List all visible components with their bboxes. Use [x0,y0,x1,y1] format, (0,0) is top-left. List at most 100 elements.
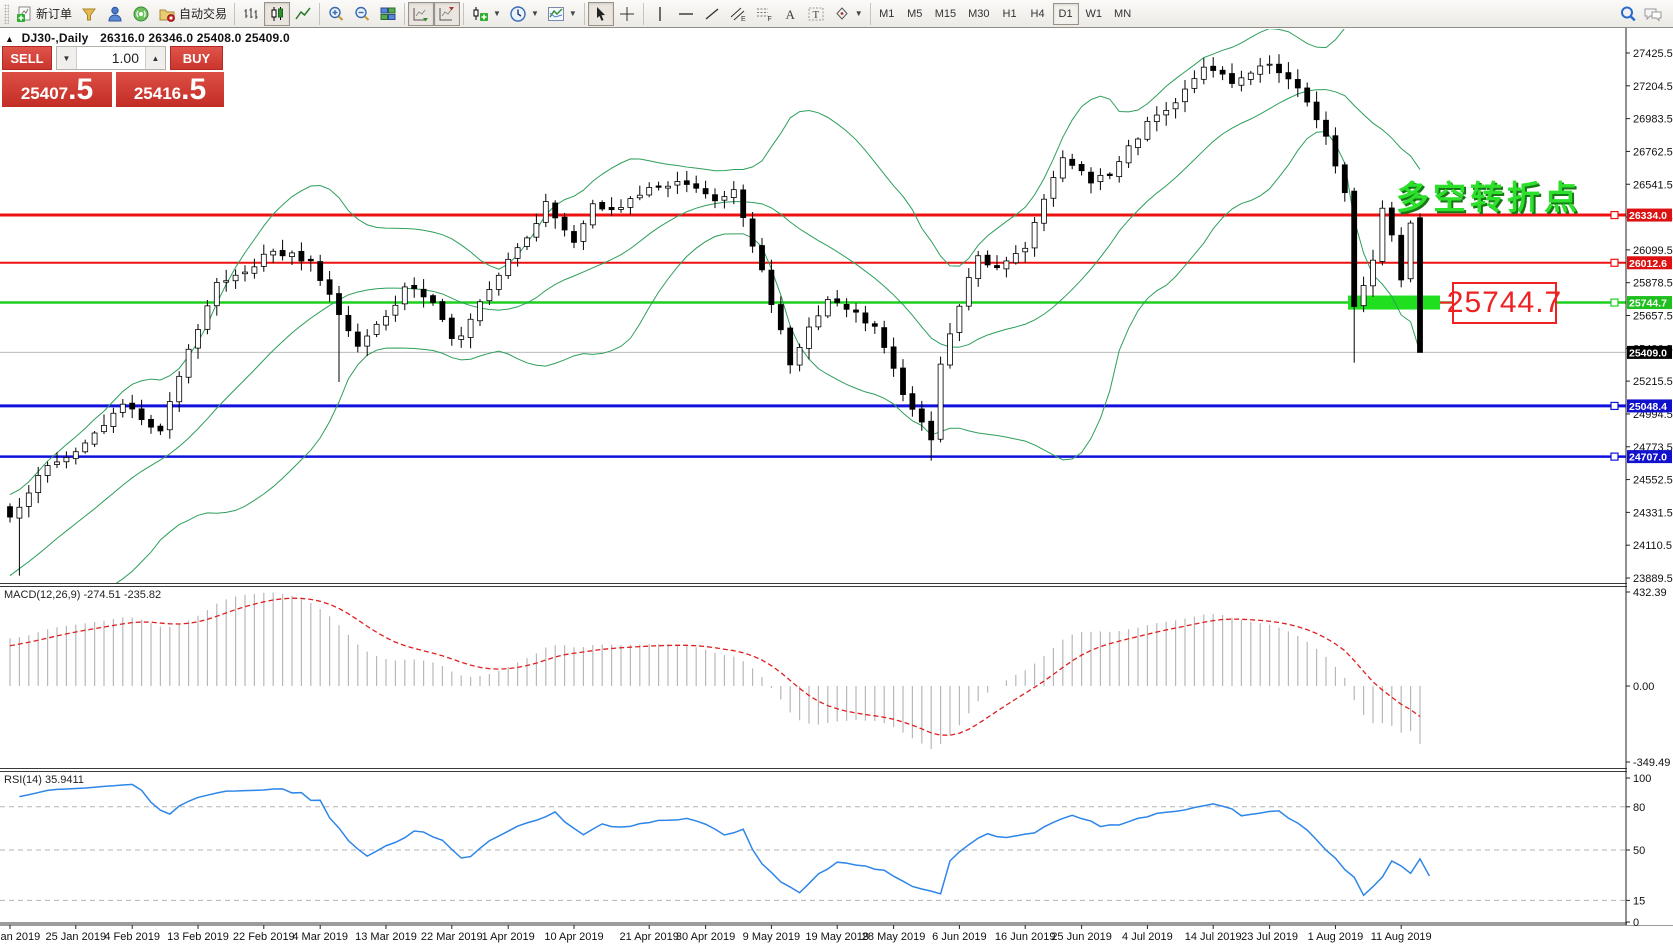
cursor-button[interactable] [587,1,614,26]
rsi-pane[interactable] [0,783,1626,901]
axis-label: 25657.5 [1633,311,1673,323]
dropdown-caret: ▼ [854,9,863,18]
auto-scroll-button[interactable] [408,1,435,26]
timeframe-button-m5[interactable]: M5 [902,3,928,25]
buy-price[interactable]: 25416 .5 [116,72,224,107]
axis-label: 23889.5 [1633,573,1673,585]
toolbar-separator [319,2,321,25]
toolbar-separator [234,2,236,25]
timeframes-menu-button[interactable]: ▼ [505,2,543,26]
chart-shift-button[interactable] [434,1,461,26]
dropdown-caret: ▼ [530,9,539,18]
svg-text:E: E [741,16,746,23]
chat-icon[interactable] [1643,5,1663,23]
timeframe-button-w1[interactable]: W1 [1081,3,1108,25]
zoom-out-icon [355,6,370,21]
horizontal-line-button[interactable] [673,2,699,26]
rsi-label: RSI(14) 35.9411 [4,774,84,786]
axis-label: 26541.5 [1633,179,1673,191]
zoom-in-button[interactable] [323,2,349,26]
level-anchor-marker[interactable] [1610,401,1619,411]
axis-label: 25215.5 [1633,376,1673,388]
axis-label: 26099.5 [1633,245,1673,257]
toolbar-right [1619,5,1671,23]
support-zone-rectangle[interactable] [1348,295,1440,310]
funnel-icon [82,8,97,20]
search-icon[interactable] [1619,5,1637,23]
arrows-menu-button[interactable]: ▼ [829,2,867,26]
timeframe-button-d1[interactable]: D1 [1052,2,1079,25]
vertical-line-button[interactable] [647,2,673,26]
candlesticks[interactable] [7,54,1423,576]
buy-button[interactable]: BUY [170,46,223,70]
timeframe-button-mn[interactable]: MN [1109,3,1136,25]
axis-label: 4 Feb 2019 [104,931,160,943]
indicators-button[interactable]: ▼ [543,2,581,26]
signal-button[interactable] [128,2,154,26]
axis-label: 28 May 2019 [862,931,926,943]
person-icon [108,6,122,21]
tile-windows-button[interactable] [375,2,401,26]
fibonacci-button[interactable]: F [751,2,777,26]
horizontal-line-icon [678,12,693,15]
axis-label: 25 Jun 2019 [1051,931,1112,943]
price-axis[interactable]: 23889.524110.524331.524552.524773.524994… [1625,28,1673,929]
timeframe-button-m30[interactable]: M30 [963,3,994,25]
macd-label: MACD(12,26,9) -274.51 -235.82 [4,589,162,601]
crosshair-button[interactable] [614,2,640,26]
sell-price-integer: 25407 [20,84,69,103]
axis-label: 16 Jun 2019 [995,931,1056,943]
level-anchor-marker[interactable] [1610,452,1619,461]
timeframe-button-h1[interactable]: H1 [997,3,1023,25]
main-price-pane[interactable] [0,0,1626,657]
profile-button[interactable] [102,2,128,26]
new-order-button[interactable]: 新订单 [11,2,76,26]
equidistant-channel-button[interactable]: E [725,2,751,26]
new-chart-button[interactable]: ▼ [467,2,505,26]
text-label-button[interactable]: T [803,2,829,26]
axis-label: 11 Aug 2019 [1371,931,1432,943]
level-anchor-marker[interactable] [1610,210,1619,220]
level-anchor-marker[interactable] [1610,298,1619,307]
buy-price-integer: 25416 [133,84,182,103]
axis-label: 23 Jul 2019 [1241,931,1298,943]
axis-label: 25 Jan 2019 [46,931,107,943]
volume-input[interactable] [76,47,146,69]
funnel-button[interactable] [76,2,102,26]
axis-label: 26762.5 [1633,146,1673,158]
trendline-button[interactable] [699,2,725,26]
line-chart-button[interactable] [290,2,316,26]
text-button[interactable]: A [777,2,803,26]
auto-trading-button[interactable]: 自动交易 [154,2,231,26]
support-price-callout[interactable]: 25744.7 [1447,281,1561,324]
bar-chart-button[interactable] [238,2,264,26]
sell-price[interactable]: 25407 .5 [2,72,112,107]
turning-point-annotation[interactable]: 多空转折点 [1396,179,1581,216]
axis-label: 1 Aug 2019 [1308,931,1364,943]
axis-label: 27204.5 [1633,81,1673,93]
price-tag-26334.0 [1627,208,1672,222]
sell-button[interactable]: SELL [2,46,52,70]
price-tag-24707.0 [1627,450,1672,464]
axis-label: 25048.4 [1629,401,1667,413]
timeframe-button-m1[interactable]: M1 [874,3,900,25]
macd-pane[interactable] [9,592,1421,750]
auto-trading-icon [159,9,175,22]
svg-text:A: A [785,7,795,22]
crosshair-icon [619,6,634,21]
timeframe-button-m15[interactable]: M15 [930,3,961,25]
axis-label: 25744.7 [1629,298,1667,310]
price-tag-25744.7 [1627,296,1672,310]
collapse-panel-icon[interactable]: ▲ [5,34,15,44]
volume-decrease-button[interactable]: ▼ [57,47,76,69]
toolbar-separator [642,2,644,25]
level-anchor-marker[interactable] [1610,258,1619,267]
volume-increase-button[interactable]: ▲ [146,47,165,69]
toolbar-grip[interactable] [4,3,9,24]
timeframe-button-h4[interactable]: H4 [1025,3,1051,25]
axis-label: 26983.5 [1633,114,1673,126]
zoom-out-button[interactable] [349,2,375,26]
candlestick-chart-button[interactable] [264,1,291,26]
